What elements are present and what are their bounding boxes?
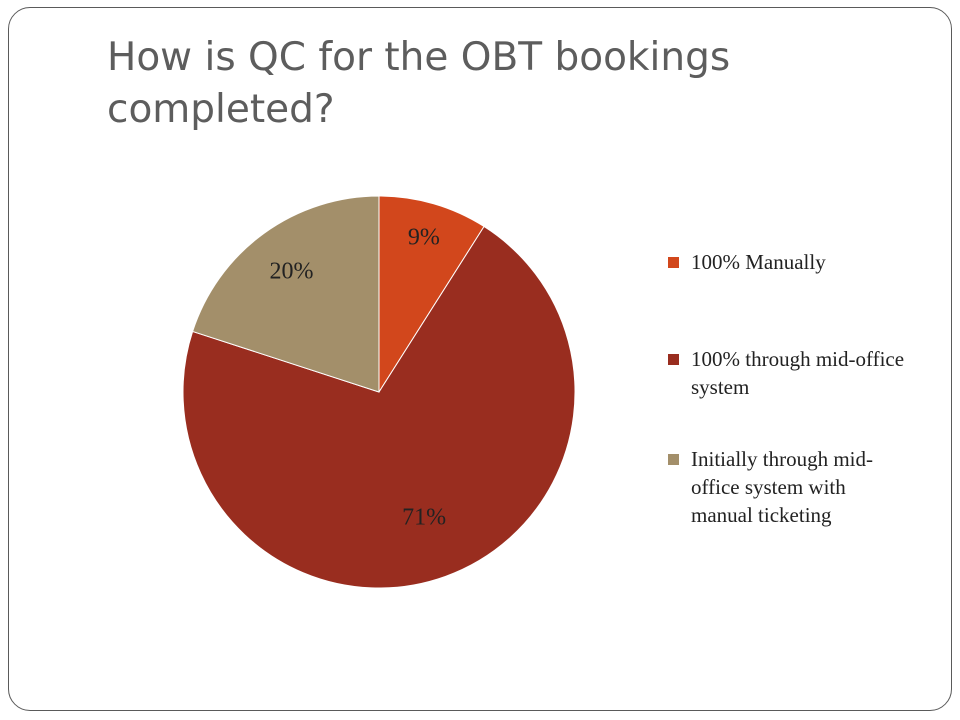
pie-slices <box>182 195 576 589</box>
pie-data-label: 71% <box>402 504 446 530</box>
pie-labels: 9% 71% 20% <box>269 225 446 531</box>
slide-title: How is QC for the OBT bookings completed… <box>107 35 731 132</box>
legend-label: Initially through mid-office system with… <box>691 447 873 527</box>
legend-label: 100% through mid-office system <box>691 347 905 399</box>
legend-swatch <box>668 257 679 268</box>
legend-swatch <box>668 354 679 365</box>
pie-data-label: 9% <box>408 225 440 251</box>
legend-label: 100% Manually <box>691 250 826 274</box>
pie-slice-manually <box>378 195 485 394</box>
pie-data-label: 20% <box>269 258 313 284</box>
pie-slice-initially-mid-office <box>191 195 380 393</box>
legend-swatch <box>668 454 679 465</box>
pie-slice-mid-office <box>182 225 576 589</box>
